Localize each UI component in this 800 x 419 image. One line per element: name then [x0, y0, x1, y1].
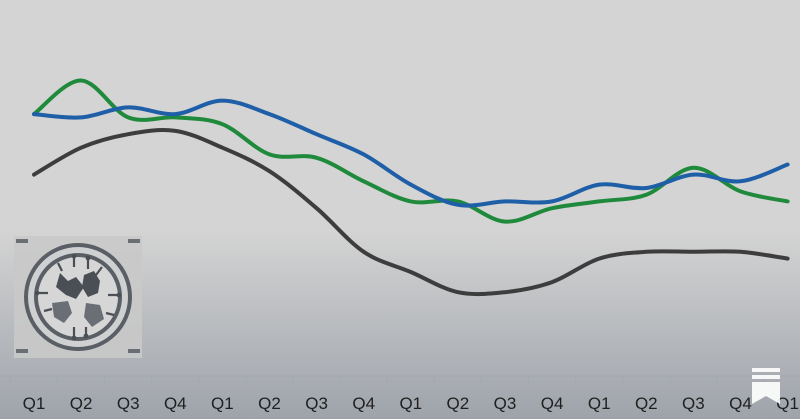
x-tick-label: Q2 [447, 394, 470, 413]
x-tick-label: Q4 [541, 394, 564, 413]
x-tick-label: Q4 [352, 394, 375, 413]
series-layer [32, 78, 790, 297]
x-tick-label: Q2 [258, 394, 281, 413]
x-tick-label: Q3 [117, 394, 140, 413]
circuit-animal-emblem-icon [14, 236, 142, 358]
x-tick-label: Q4 [164, 394, 187, 413]
x-tick-label: Q4 [729, 394, 752, 413]
series-line-2 [32, 78, 790, 224]
x-tick-label: Q1 [588, 394, 611, 413]
series-line-3 [32, 128, 790, 297]
x-tick-label: Q3 [494, 394, 517, 413]
x-tick-label: Q2 [70, 394, 93, 413]
x-tick-label: Q2 [635, 394, 658, 413]
x-tick-label: Q1 [211, 394, 234, 413]
x-tick-label: Q1 [776, 394, 799, 413]
x-tick-label: Q3 [305, 394, 328, 413]
x-tick-label: Q1 [23, 394, 46, 413]
bookmark-stack-icon [752, 368, 780, 404]
series-line-1 [32, 98, 790, 208]
x-tick-label: Q1 [399, 394, 422, 413]
x-axis-labels: Q1 Q2 Q3 Q4 Q1 Q2 Q3 Q4 Q1 Q2 Q3 Q4 Q1 Q2 Q3 Q4 Q1 [23, 394, 799, 413]
x-axis-ticks [9, 376, 765, 382]
x-tick-label: Q3 [682, 394, 705, 413]
